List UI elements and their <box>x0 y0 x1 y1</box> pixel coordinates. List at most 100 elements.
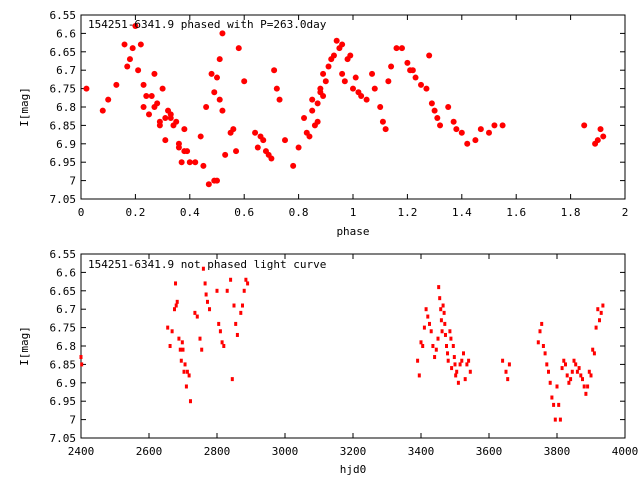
data-point <box>188 399 192 404</box>
data-point <box>570 369 574 374</box>
data-point <box>443 332 447 337</box>
data-point <box>126 56 133 63</box>
data-point <box>451 344 455 348</box>
data-point <box>220 340 224 345</box>
data-point <box>465 362 469 367</box>
data-point <box>183 362 187 367</box>
data-point <box>358 92 365 99</box>
data-point <box>569 377 573 382</box>
data-point <box>186 159 193 166</box>
data-point <box>330 52 337 59</box>
data-point <box>174 303 178 308</box>
x-tick-label: 3000 <box>272 445 299 458</box>
data-point <box>187 373 191 378</box>
data-point <box>203 281 207 286</box>
data-point <box>581 377 584 382</box>
data-point <box>431 344 435 348</box>
data-point <box>597 126 604 133</box>
y-tick-label: 6.6 <box>56 27 76 40</box>
data-point <box>429 329 433 334</box>
y-tick-label: 6.85 <box>50 119 77 132</box>
y-tick-label: 6.95 <box>50 395 77 408</box>
data-point <box>241 303 244 308</box>
data-point <box>203 104 210 110</box>
data-point <box>446 358 450 363</box>
data-point <box>454 373 458 378</box>
data-point <box>325 63 332 70</box>
y-tick-label: 6.8 <box>56 101 76 114</box>
data-point <box>560 366 564 371</box>
x-tick-label: 3200 <box>340 445 367 458</box>
data-point <box>205 299 209 304</box>
data-point <box>217 321 221 326</box>
y-tick-label: 6.8 <box>56 340 76 353</box>
data-point <box>594 325 598 330</box>
data-point <box>140 81 147 88</box>
data-point <box>564 362 567 367</box>
data-point <box>393 45 400 52</box>
x-tick-label: 2 <box>622 206 629 219</box>
data-point <box>170 329 174 334</box>
data-point <box>201 266 205 271</box>
data-point <box>179 358 183 363</box>
data-point <box>156 122 163 129</box>
data-point <box>491 122 498 129</box>
data-point <box>601 303 605 308</box>
data-point <box>173 307 176 312</box>
data-point <box>154 100 161 107</box>
data-point <box>467 358 471 363</box>
data-point <box>105 96 112 103</box>
y-tick-label: 6.65 <box>50 285 77 298</box>
data-point <box>504 369 508 374</box>
data-point <box>450 118 457 125</box>
data-point <box>536 340 540 345</box>
data-point <box>377 104 384 110</box>
y-tick-label: 6.85 <box>50 358 77 371</box>
data-point <box>184 384 188 389</box>
data-point <box>168 344 172 348</box>
data-point <box>453 362 457 367</box>
data-point <box>244 277 248 282</box>
data-point <box>200 347 204 352</box>
data-point <box>222 344 226 348</box>
data-point <box>222 151 229 158</box>
data-point <box>468 369 472 374</box>
data-point <box>216 56 223 63</box>
data-point <box>215 288 219 293</box>
data-point <box>543 351 547 356</box>
y-tick-label: 6.55 <box>50 248 77 261</box>
data-point <box>453 126 460 133</box>
data-point <box>557 402 561 407</box>
data-point <box>219 107 226 114</box>
data-point <box>317 85 324 92</box>
data-point <box>229 277 233 282</box>
data-point <box>463 377 467 382</box>
data-point <box>177 336 181 341</box>
y-tick-label: 7 <box>69 414 76 427</box>
data-point <box>121 41 128 48</box>
data-point <box>550 395 554 400</box>
data-point <box>320 92 327 99</box>
y-tick-label: 7 <box>69 175 76 188</box>
data-point <box>208 70 215 77</box>
data-point <box>273 85 280 92</box>
data-point <box>426 52 433 59</box>
chart-panel-2: 2400 2600 2800 3000 3200 3400 3600 3800 4000 6.55… <box>18 248 638 476</box>
data-point <box>218 329 222 334</box>
data-point <box>565 373 569 378</box>
data-point <box>197 133 204 140</box>
data-point <box>260 137 267 144</box>
data-point <box>174 281 178 286</box>
data-point <box>499 122 506 129</box>
x-tick-label: 3400 <box>408 445 435 458</box>
data-point <box>234 321 238 326</box>
data-point <box>235 332 239 337</box>
data-point <box>418 81 424 88</box>
y-tick-label: 6.9 <box>56 138 76 151</box>
data-point <box>581 122 588 129</box>
data-point <box>347 52 354 59</box>
data-point <box>295 144 302 151</box>
data-point <box>200 162 207 169</box>
data-point <box>341 78 348 85</box>
